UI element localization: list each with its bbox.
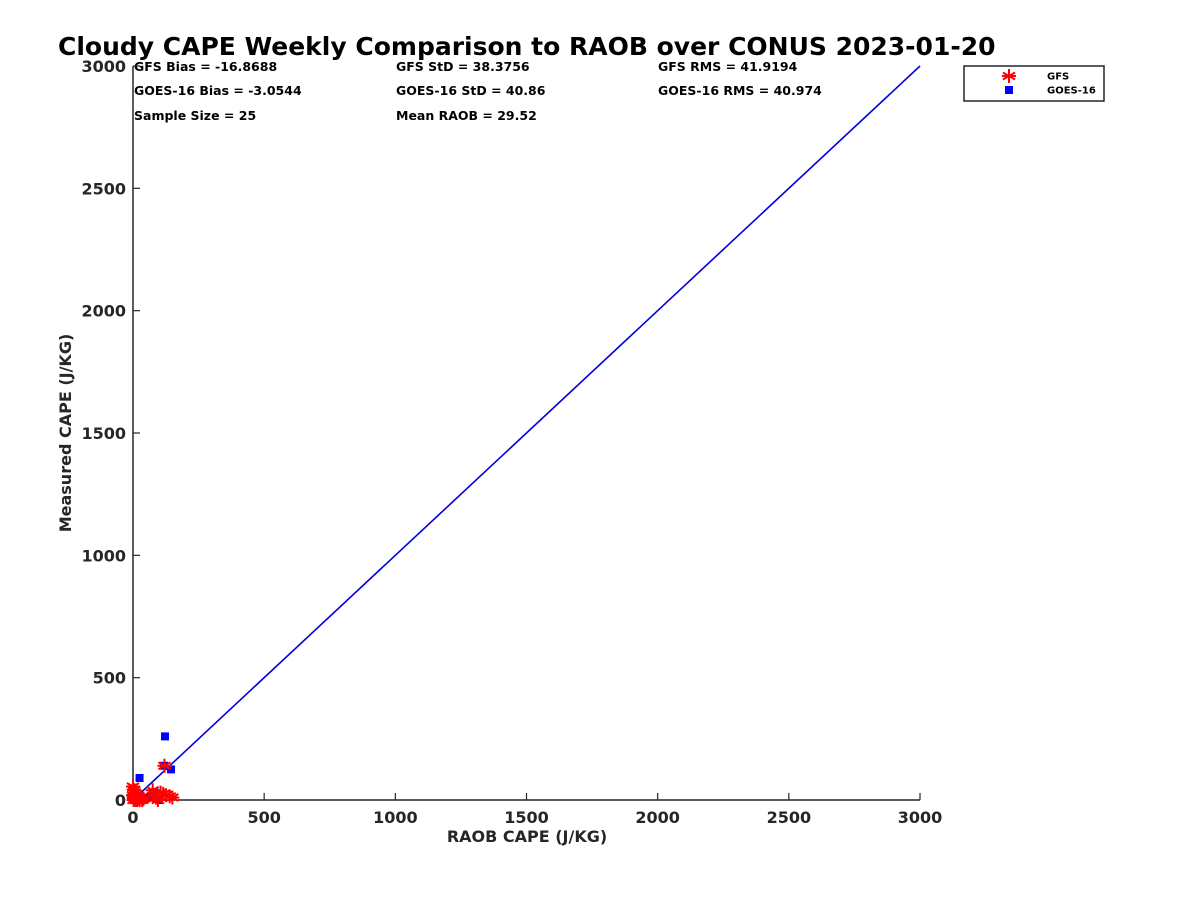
legend: GFS GOES-16 xyxy=(963,65,1105,102)
legend-label: GOES-16 xyxy=(1047,86,1096,97)
gfs-point xyxy=(165,790,180,805)
legend-box xyxy=(963,65,1105,102)
one-to-one-line xyxy=(132,65,921,801)
stat-label: Mean RAOB = 29.52 xyxy=(396,108,537,123)
stat-label: GFS StD = 38.3756 xyxy=(396,59,530,74)
y-tick-label: 2000 xyxy=(81,302,126,321)
chart-title: Cloudy CAPE Weekly Comparison to RAOB ov… xyxy=(58,32,996,61)
legend-goes16-marker xyxy=(1005,86,1013,94)
legend-label: GFS xyxy=(1047,72,1069,83)
goes16-point xyxy=(167,765,176,774)
goes16-point xyxy=(135,773,144,782)
gfs-point xyxy=(127,783,142,798)
stat-label: GFS RMS = 41.9194 xyxy=(658,59,798,74)
data-series xyxy=(126,732,180,807)
x-tick-label: 500 xyxy=(247,808,280,827)
y-axis-ticks: 0 500 1000 1500 2000 2500 3000 xyxy=(81,57,140,810)
x-tick-label: 1500 xyxy=(504,808,549,827)
plot-area: 0 500 1000 1500 2000 2500 3000 0 500 1000 1500 200… xyxy=(81,57,942,827)
stat-label: GOES-16 RMS = 40.974 xyxy=(658,83,822,98)
gfs-point xyxy=(157,758,172,773)
x-tick-label: 0 xyxy=(127,808,138,827)
x-tick-label: 1000 xyxy=(373,808,418,827)
x-axis-ticks: 0 500 1000 1500 2000 2500 3000 xyxy=(127,793,942,827)
stat-label: GOES-16 Bias = -3.0544 xyxy=(134,83,302,98)
legend-items: GFS GOES-16 xyxy=(1002,69,1096,97)
gfs-point xyxy=(129,793,144,807)
goes16-point xyxy=(161,732,170,741)
x-tick-label: 2500 xyxy=(767,808,812,827)
y-tick-label: 3000 xyxy=(81,57,126,76)
y-tick-label: 1500 xyxy=(81,424,126,443)
x-tick-label: 2000 xyxy=(635,808,680,827)
statistics-panel: GFS Bias = -16.8688 GFS StD = 38.3756 GFS … xyxy=(134,59,822,123)
x-axis-label: RAOB CAPE (J/KG) xyxy=(447,827,607,846)
y-tick-label: 1000 xyxy=(81,546,126,565)
y-axis-label: Measured CAPE (J/KG) xyxy=(56,334,75,533)
y-tick-label: 0 xyxy=(115,791,126,810)
stat-label: Sample Size = 25 xyxy=(134,108,256,123)
legend-gfs-marker xyxy=(1002,69,1016,83)
stat-label: GFS Bias = -16.8688 xyxy=(134,59,277,74)
stat-label: GOES-16 StD = 40.86 xyxy=(396,83,546,98)
series-gfs xyxy=(126,758,180,807)
y-tick-label: 2500 xyxy=(81,179,126,198)
x-tick-label: 3000 xyxy=(898,808,943,827)
y-tick-label: 500 xyxy=(93,669,126,688)
